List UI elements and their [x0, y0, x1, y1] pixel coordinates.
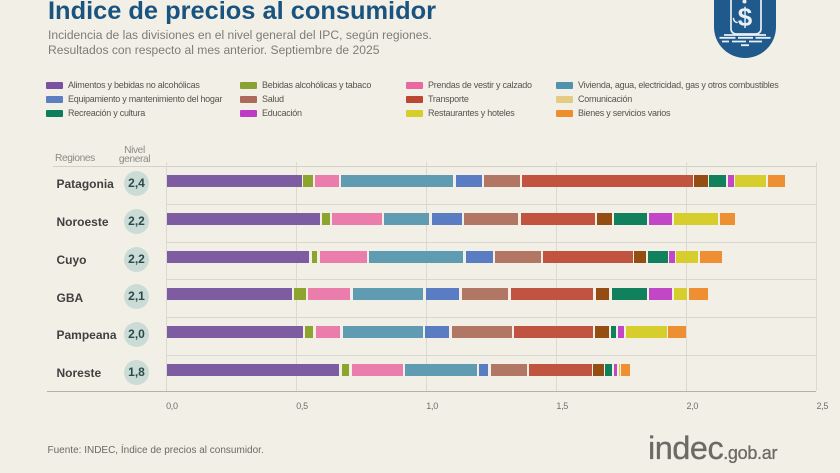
svg-text:$: $ [738, 2, 753, 32]
